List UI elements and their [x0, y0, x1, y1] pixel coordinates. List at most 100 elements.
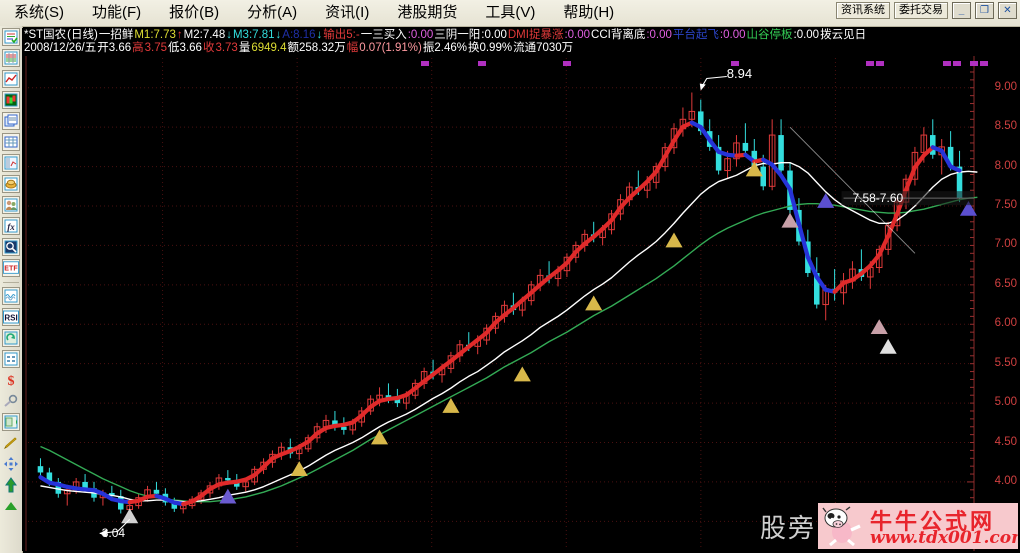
magnify-icon[interactable] — [2, 392, 20, 410]
price-axis-label: 8.50 — [994, 120, 1017, 133]
minimize-icon[interactable]: _ — [952, 2, 971, 19]
price-axis-label: 4.50 — [994, 435, 1017, 448]
svg-text:$: $ — [8, 374, 15, 388]
high-price-callout: 8.94 — [726, 66, 753, 82]
grid-small-icon[interactable] — [2, 350, 20, 368]
low-price-callout: 3.04 — [101, 526, 126, 541]
logo-site-url: www.tdx001.com — [870, 528, 1018, 548]
svg-text:ETF: ETF — [4, 265, 18, 273]
svg-text:fx: fx — [7, 222, 15, 232]
report-icon[interactable] — [2, 28, 20, 46]
info-token: :0.00 — [793, 29, 820, 41]
current-price-tag: 7.58-7.60 — [852, 191, 904, 206]
info-token: 山谷停板 — [746, 29, 793, 41]
info-line-ohlc: 2008/12/26/五开3.66高3.75低3.66收3.73量6949.4额… — [24, 42, 574, 55]
info-token: M2:7.48 — [183, 29, 226, 41]
info-token: M1:7.73 — [134, 29, 176, 41]
info-token: ↓ — [316, 29, 323, 41]
chart-panel[interactable]: *ST国农(日线)一招鲜M1:7.73↑M2:7.48↓M3:7.81↓A:8.… — [22, 28, 1020, 551]
info-token: 三阴一阳 — [434, 29, 481, 41]
rsi-icon[interactable]: RSI — [2, 308, 20, 326]
quote-table-icon[interactable] — [2, 49, 20, 67]
menu-item-help[interactable]: 帮助(H) — [563, 4, 615, 21]
trend-line-icon[interactable] — [2, 70, 20, 88]
menu-item-function[interactable]: 功能(F) — [92, 4, 142, 21]
info-token: 额258.32万 — [287, 42, 346, 54]
restore-icon[interactable]: ❐ — [975, 2, 994, 19]
candlestick-chart-svg — [22, 56, 1020, 551]
price-plot-area[interactable]: 9.00 8.50 8.00 7.50 7.00 6.50 6.00 5.50 5.00 4.50… — [22, 56, 1020, 551]
formula-icon[interactable]: fx — [2, 217, 20, 235]
left-toolbar: fx ETF RSI $ — [0, 26, 23, 553]
info-token: 振2.46% — [422, 42, 467, 54]
info-token: 一招鲜 — [98, 29, 134, 41]
info-token: :0.00 — [719, 29, 746, 41]
info-token: 6949.4 — [251, 42, 287, 54]
multi-window-icon[interactable] — [2, 112, 20, 130]
price-axis-label: 7.50 — [994, 199, 1017, 212]
move-icon[interactable] — [2, 455, 20, 473]
users-icon[interactable] — [2, 196, 20, 214]
info-token: :0.00 — [646, 29, 672, 41]
dollar-icon[interactable]: $ — [2, 371, 20, 389]
info-token: M3:7.81 — [232, 29, 275, 41]
info-token: 收 — [202, 42, 215, 54]
refresh-icon[interactable] — [2, 329, 20, 347]
gold-icon[interactable] — [2, 175, 20, 193]
info-token: 一三买入 — [360, 29, 407, 41]
info-token: DMI捉暴涨 — [507, 29, 564, 41]
wave-icon[interactable] — [2, 287, 20, 305]
info-token: ↓ — [275, 29, 282, 41]
search-chart-icon[interactable] — [2, 238, 20, 256]
info-token: 拨云见日 — [820, 29, 867, 41]
menu-item-quote[interactable]: 报价(B) — [169, 4, 220, 21]
menu-item-system[interactable]: 系统(S) — [14, 4, 64, 21]
logo-site-name: 牛牛公式网 — [870, 510, 996, 535]
info-token: 高 — [132, 42, 144, 54]
pencil-icon[interactable] — [2, 434, 20, 452]
news-system-button[interactable]: 资讯系统 — [836, 2, 890, 19]
close-icon[interactable]: ✕ — [998, 2, 1017, 19]
info-token: :0.00 — [481, 29, 507, 41]
info-token: (日线) — [67, 29, 98, 41]
indicator-info-bar: *ST国农(日线)一招鲜M1:7.73↑M2:7.48↓M3:7.81↓A:8.… — [22, 28, 1020, 56]
info-token: CCI背离底 — [591, 29, 646, 41]
price-axis-label: 5.50 — [994, 356, 1017, 369]
info-token: :0.00 — [407, 29, 434, 41]
info-token: 换0.99% — [467, 42, 513, 54]
green-triangle-icon[interactable] — [2, 497, 20, 515]
price-axis-label: 9.00 — [994, 80, 1017, 93]
up-arrow-icon[interactable] — [2, 476, 20, 494]
price-axis-label: 7.00 — [994, 238, 1017, 251]
price-axis-label: 8.00 — [994, 159, 1017, 172]
info-token: 3.75 — [144, 42, 168, 54]
menu-bar-right-controls: 资讯系统 委托交易 _ ❐ ✕ — [836, 2, 1017, 19]
info-token: 3.73 — [215, 42, 238, 54]
info-token: ↓ — [226, 29, 232, 41]
cow-mascot-icon — [822, 506, 861, 546]
menu-item-analysis[interactable]: 分析(A) — [247, 4, 298, 21]
candlestick-icon[interactable] — [2, 91, 20, 109]
menu-item-tools[interactable]: 工具(V) — [485, 4, 536, 21]
site-logo: 牛牛公式网 www.tdx001.com — [818, 503, 1018, 549]
etf-icon[interactable]: ETF — [2, 259, 20, 277]
info-token: 量 — [238, 42, 251, 54]
info-token: 流通7030万 — [513, 42, 574, 54]
info-token: ↑ — [176, 29, 183, 41]
menu-item-hk-futures[interactable]: 港股期货 — [397, 4, 458, 21]
price-axis-label: 5.00 — [994, 396, 1017, 409]
info-token: :0.00 — [564, 29, 591, 41]
menu-item-news[interactable]: 资讯(I) — [325, 4, 370, 21]
layout-icon[interactable] — [2, 154, 20, 172]
info-token: 开3.66 — [97, 42, 132, 54]
toolbar-divider — [3, 282, 19, 283]
info-token: *ST国农 — [24, 29, 67, 41]
info-token: 低3.66 — [168, 42, 202, 54]
trade-entrust-button[interactable]: 委托交易 — [894, 2, 948, 19]
watermark-text: 股旁 — [759, 513, 816, 544]
export-icon[interactable] — [2, 413, 20, 431]
price-axis-label: 4.00 — [994, 474, 1017, 487]
grid-table-icon[interactable] — [2, 133, 20, 151]
menu-bar: 系统(S) 功能(F) 报价(B) 分析(A) 资讯(I) 港股期货 工具(V)… — [0, 0, 1020, 27]
